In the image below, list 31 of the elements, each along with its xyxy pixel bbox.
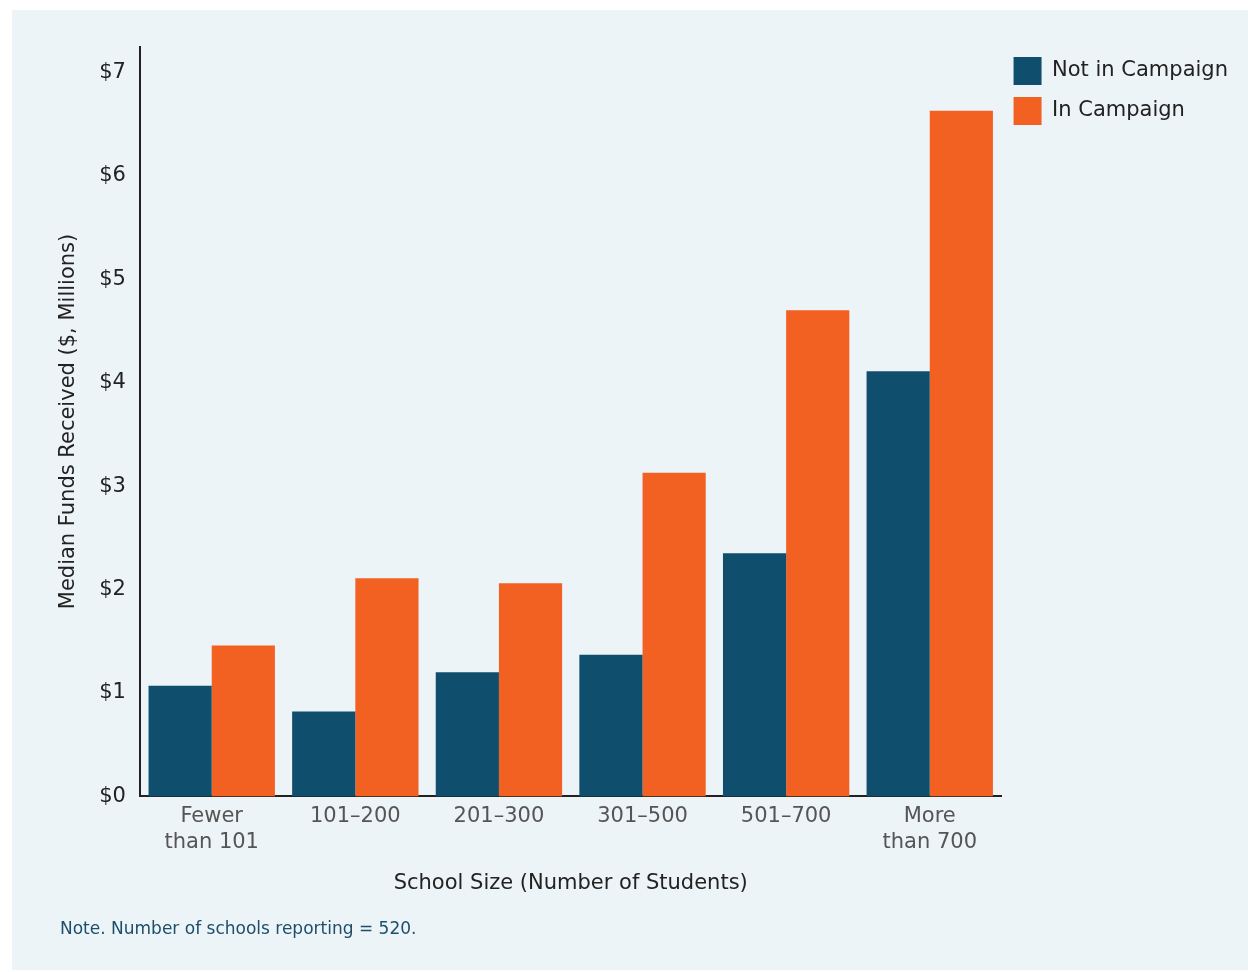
bar [355,578,419,797]
x-axis-title: School Size (Number of Students) [393,869,748,894]
y-tick-label: $7 [99,58,126,83]
bar [435,672,499,797]
bar [579,654,643,797]
x-tick-label: 101–200 [309,803,401,828]
text: Note. Number of schools reporting = 520. [60,918,417,938]
x-tick-label: More than 700 [882,803,977,853]
y-tick-label: $5 [99,265,126,290]
x-tick-label: 201–300 [453,803,545,828]
bar [642,472,706,797]
bar [786,310,850,797]
bar [211,645,275,797]
y-tick-label: $2 [99,576,126,601]
legend-label: In Campaign [1052,97,1185,122]
bar [866,371,930,797]
x-tick-label: 501–700 [740,803,832,828]
bar [148,685,212,797]
bar [292,711,356,797]
y-tick-label: $6 [99,162,126,187]
y-tick-label: $1 [99,679,126,704]
x-tick-label: 301–500 [597,803,688,828]
bar [929,110,993,797]
y-axis-title: Median Funds Received ($, Millions) [55,233,80,610]
y-tick-label: $3 [99,472,126,497]
x-tick-label: Fewer than 101 [164,803,259,853]
bar [722,553,787,797]
bar [498,583,563,797]
y-tick-label: $0 [99,782,126,807]
y-tick-label: $4 [99,369,126,394]
legend-label: Not in Campaign [1052,57,1229,82]
